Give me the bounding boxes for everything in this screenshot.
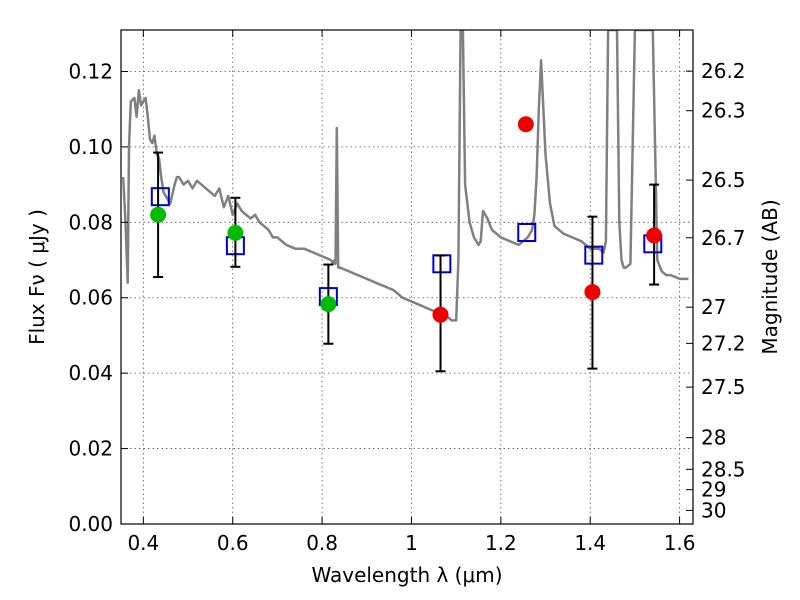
x-tick-label: 0.6 — [217, 531, 249, 555]
mag-tick-label: 26.5 — [701, 168, 746, 192]
green-flux-point — [150, 206, 167, 223]
red-flux-point — [584, 284, 601, 301]
y-axis-label: Flux Fν ( μJy ) — [25, 209, 49, 345]
y2-axis-label: Magnitude (AB) — [758, 199, 782, 354]
model-flux-square — [584, 245, 604, 265]
mag-tick-label: 28 — [701, 426, 726, 450]
y-tick-label: 0.08 — [68, 210, 113, 234]
x-tick-label: 1 — [405, 531, 418, 555]
model-flux-square — [517, 223, 537, 243]
x-axis-label: Wavelength λ (μm) — [311, 563, 502, 587]
model-flux-square — [432, 254, 452, 274]
mag-tick-label: 28.5 — [701, 457, 746, 481]
x-tick-label: 1.4 — [574, 531, 606, 555]
y-tick-label: 0.06 — [68, 286, 113, 310]
plot-frame — [120, 29, 694, 525]
model-flux-square — [150, 187, 170, 207]
y-tick-label: 0.00 — [68, 512, 113, 536]
y-tick-label: 0.02 — [68, 437, 113, 461]
mag-tick-label: 29 — [701, 478, 726, 502]
x-tick-label: 0.4 — [127, 531, 159, 555]
green-flux-point — [227, 224, 244, 241]
mag-tick-label: 26.3 — [701, 99, 746, 123]
green-flux-point — [320, 296, 337, 313]
mag-tick-label: 26.7 — [701, 226, 746, 250]
mag-tick-label: 30 — [701, 498, 726, 522]
axis-ticks: 0.4 0.6 0.8 1 1.2 1.4 1.6 0.00 0.02 0.04 0.06 0.08 0… — [68, 30, 746, 555]
mag-tick-label: 27.5 — [701, 375, 746, 399]
y-tick-label: 0.12 — [68, 59, 113, 83]
red-flux-point — [432, 306, 449, 323]
red-flux-point — [646, 227, 663, 244]
x-tick-label: 0.8 — [306, 531, 338, 555]
x-tick-label: 1.6 — [664, 531, 696, 555]
plot-area — [121, 30, 689, 373]
spectrum-line — [121, 30, 689, 322]
red-flux-point — [517, 116, 534, 133]
mag-tick-label: 26.2 — [701, 59, 746, 83]
mag-tick-label: 27 — [701, 295, 726, 319]
y-tick-label: 0.04 — [68, 361, 113, 385]
y-tick-label: 0.10 — [68, 135, 113, 159]
mag-tick-label: 27.2 — [701, 331, 746, 355]
x-tick-label: 1.2 — [485, 531, 517, 555]
